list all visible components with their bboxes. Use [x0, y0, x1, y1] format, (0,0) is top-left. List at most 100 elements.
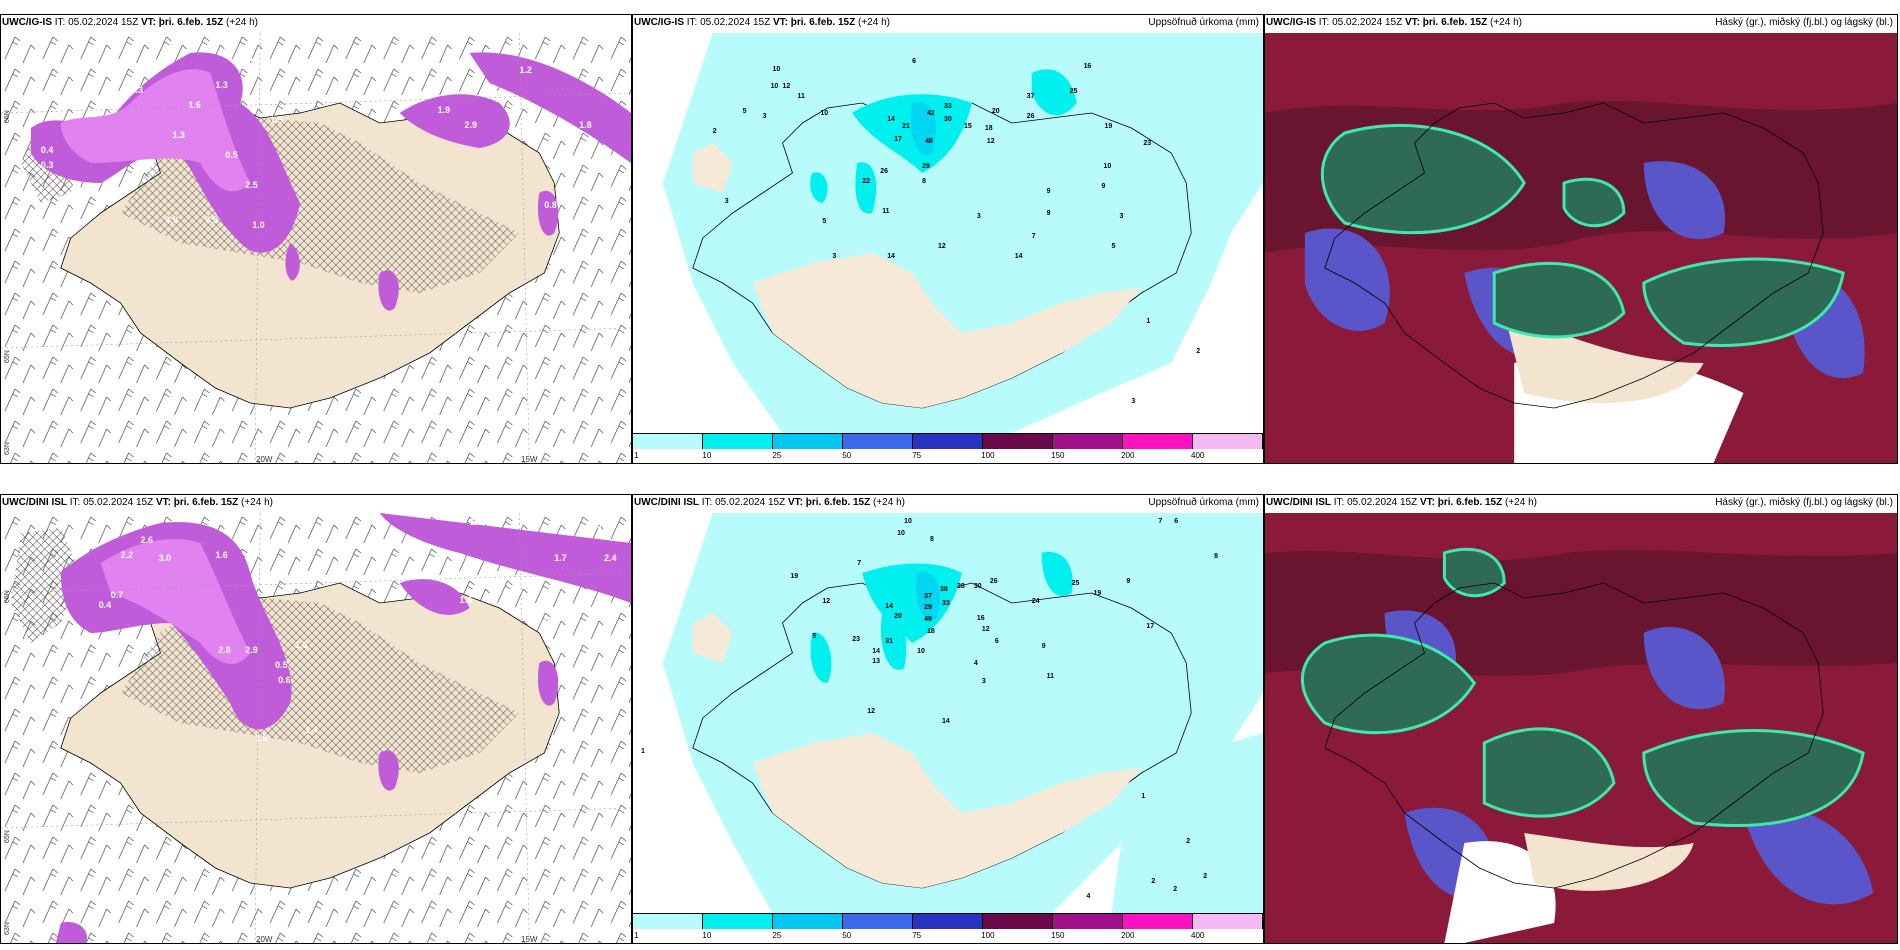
legend-tick: 100	[981, 931, 995, 940]
svg-text:3: 3	[1131, 398, 1135, 405]
legend-swatch	[913, 434, 983, 449]
svg-text:42: 42	[927, 110, 935, 117]
legend-tick: 10	[702, 931, 712, 940]
svg-text:23: 23	[852, 636, 860, 643]
svg-text:19: 19	[791, 573, 799, 580]
legend-tick: 75	[912, 931, 922, 940]
svg-text:1.6: 1.6	[188, 100, 200, 110]
cloud-map[interactable]	[1265, 33, 1897, 463]
svg-text:12: 12	[822, 598, 830, 605]
legend-ticks: 1 10 25 50 75 100 150 200 400	[633, 931, 1263, 941]
svg-text:7: 7	[857, 560, 861, 567]
precip-legend: 1 10 25 50 75 100 150 200 400	[633, 433, 1263, 460]
panel-header: UWC/IG-IS IT: 05.02.2024 15Z VT: þri. 6.…	[2, 17, 258, 28]
panel-clouds-igis: UWC/IG-IS IT: 05.02.2024 15Z VT: þri. 6.…	[1264, 14, 1898, 464]
cloud-map[interactable]	[1265, 513, 1897, 943]
svg-text:25: 25	[1070, 88, 1078, 95]
lat-label: 65N	[4, 350, 11, 363]
lat-label: 63N	[4, 442, 11, 455]
panel-header: UWC/IG-IS IT: 05.02.2024 15Z VT: þri. 6.…	[634, 17, 1259, 28]
svg-text:0.4: 0.4	[99, 600, 111, 610]
panel-snow-igis: UWC/IG-IS IT: 05.02.2024 15Z VT: þri. 6.…	[0, 14, 632, 464]
legend-tick: 100	[981, 451, 995, 460]
legend-swatch	[1123, 914, 1193, 929]
svg-text:8: 8	[922, 178, 926, 185]
legend-tick: 25	[772, 451, 782, 460]
panel-precip-dini: UWC/DINI ISL IT: 05.02.2024 15Z VT: þri.…	[632, 494, 1264, 944]
precip-values: 10 10 8 7 19 12 14 37 38 28 30 26 20 49 …	[641, 518, 1218, 900]
legend-tick: 75	[912, 451, 922, 460]
svg-text:0.8: 0.8	[544, 200, 556, 210]
legend-tick: 50	[842, 451, 852, 460]
svg-text:4.4: 4.4	[262, 523, 274, 533]
svg-text:2: 2	[1186, 838, 1190, 845]
legend-tick: 200	[1121, 451, 1135, 460]
legend-swatch	[1193, 914, 1263, 929]
svg-text:3: 3	[725, 198, 729, 205]
svg-text:2: 2	[1203, 873, 1207, 880]
svg-text:9: 9	[1047, 188, 1051, 195]
svg-text:5: 5	[822, 218, 826, 225]
legend-swatch	[913, 914, 983, 929]
svg-text:25: 25	[1072, 580, 1080, 587]
svg-text:19: 19	[1105, 123, 1113, 130]
panel-header: UWC/DINI ISL IT: 05.02.2024 15Z VT: þri.…	[634, 497, 1259, 508]
svg-text:14: 14	[942, 718, 950, 725]
svg-text:2.9: 2.9	[245, 645, 257, 655]
svg-text:11: 11	[797, 93, 804, 100]
lat-label: 63N	[4, 922, 11, 935]
svg-text:10: 10	[820, 110, 828, 117]
precip-map[interactable]: 10 10 8 7 19 12 14 37 38 28 30 26 20 49 …	[633, 513, 1263, 913]
svg-text:0.5: 0.5	[205, 215, 217, 225]
svg-text:10: 10	[771, 83, 779, 90]
snow-map[interactable]: 2.6 4.4 1.4 0.6 2.2 3.0 1.6 1.7 2.4 1.6 …	[1, 513, 631, 943]
svg-text:14: 14	[1015, 253, 1023, 260]
legend-swatch	[1053, 434, 1123, 449]
legend-bar	[633, 433, 1263, 449]
svg-text:19: 19	[1094, 590, 1102, 597]
svg-text:17: 17	[1146, 623, 1154, 630]
svg-text:1.8: 1.8	[579, 120, 591, 130]
svg-text:37: 37	[924, 593, 932, 600]
svg-text:21: 21	[902, 123, 910, 130]
svg-text:26: 26	[990, 578, 998, 585]
svg-text:14: 14	[885, 603, 893, 610]
precip-values: 6 10 10 12 11 10 2 5 3 14 21 17 33 30 42…	[713, 58, 1200, 405]
precip-map[interactable]: 6 10 10 12 11 10 2 5 3 14 21 17 33 30 42…	[633, 33, 1263, 433]
svg-text:3: 3	[1119, 213, 1123, 220]
svg-text:18: 18	[985, 125, 993, 132]
svg-text:16: 16	[977, 615, 985, 622]
svg-text:1.2: 1.2	[519, 65, 531, 75]
svg-text:11: 11	[882, 208, 889, 215]
svg-text:0.5: 0.5	[275, 660, 287, 670]
svg-text:0.4: 0.4	[73, 105, 85, 115]
svg-text:5: 5	[1111, 243, 1115, 250]
svg-text:6: 6	[912, 58, 916, 65]
svg-text:6: 6	[1174, 518, 1178, 525]
panel-header: UWC/DINI ISL IT: 05.02.2024 15Z VT: þri.…	[1266, 497, 1893, 508]
legend-tick: 1	[633, 931, 639, 940]
legend-swatch	[773, 914, 843, 929]
svg-text:2.6: 2.6	[141, 535, 153, 545]
svg-text:3.0: 3.0	[159, 553, 171, 563]
svg-text:10: 10	[897, 530, 905, 537]
svg-text:30: 30	[974, 583, 982, 590]
legend-bar	[633, 913, 1263, 929]
svg-text:0.6: 0.6	[589, 520, 601, 530]
svg-text:20: 20	[894, 613, 902, 620]
svg-text:12: 12	[938, 243, 946, 250]
legend-swatch	[843, 434, 913, 449]
svg-text:26: 26	[1027, 113, 1035, 120]
legend-tick: 50	[842, 931, 852, 940]
svg-text:38: 38	[940, 586, 948, 593]
legend-tick: 200	[1121, 931, 1135, 940]
svg-text:4: 4	[1087, 893, 1091, 900]
svg-text:10: 10	[773, 66, 781, 73]
panel-title: Uppsöfnuð úrkoma (mm)	[1148, 17, 1259, 28]
legend-swatch	[1123, 434, 1193, 449]
svg-text:15: 15	[964, 123, 972, 130]
legend-ticks: 1 10 25 50 75 100 150 200 400	[633, 451, 1263, 461]
svg-text:31: 31	[885, 638, 893, 645]
snow-map[interactable]: 0.3 1.3 0.6 0.4 2.3 1.6 1.3 1.9 1.2 0.9 …	[1, 33, 631, 463]
svg-text:2.5: 2.5	[245, 180, 257, 190]
